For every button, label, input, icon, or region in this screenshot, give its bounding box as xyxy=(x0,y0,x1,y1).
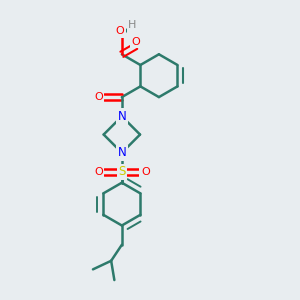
Text: H: H xyxy=(128,20,136,30)
Text: N: N xyxy=(118,110,126,123)
Text: O: O xyxy=(94,92,103,102)
Text: N: N xyxy=(118,146,126,159)
Text: O: O xyxy=(141,167,150,177)
Text: O: O xyxy=(131,37,140,46)
Text: S: S xyxy=(118,166,125,178)
Text: O: O xyxy=(94,167,103,177)
Text: O: O xyxy=(115,26,124,36)
